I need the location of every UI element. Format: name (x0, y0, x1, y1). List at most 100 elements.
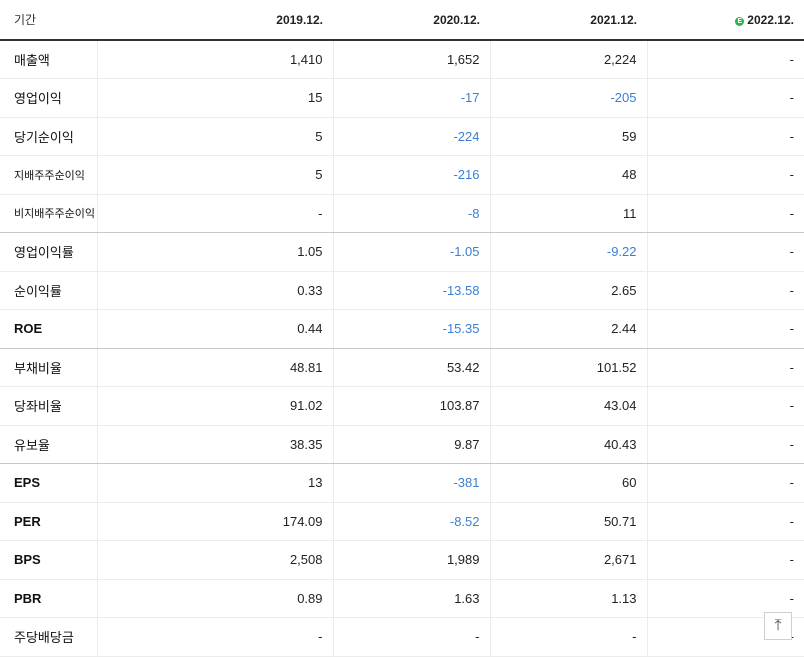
table-row: 순이익률 0.33 -13.58 2.65- (0, 271, 804, 310)
table-cell: 0.44 (96, 309, 333, 349)
table-cell: - (646, 40, 804, 79)
table-cell: 103.87 (332, 386, 490, 426)
table-cell: 15 (96, 78, 333, 118)
table-cell: 2,671 (489, 540, 647, 580)
estimate-badge-icon: E (735, 16, 745, 26)
header-row: 기간 2019.12. 2020.12. 2021.12. E 2022.12. (0, 0, 804, 41)
year-header: 2021.12. (490, 0, 647, 41)
table-cell: 5 (96, 155, 333, 195)
table-cell: 11 (489, 194, 647, 233)
table-cell: - (646, 155, 804, 195)
row-label: BPS (0, 540, 97, 580)
table-cell: -381 (332, 463, 490, 503)
table-cell: 2.44 (489, 309, 647, 349)
table-cell: - (646, 463, 804, 503)
table-cell: -13.58 (332, 271, 490, 310)
row-label: 순이익률 (0, 271, 97, 310)
table-cell: -224 (332, 117, 490, 156)
table-cell: - (646, 425, 804, 464)
table-cell: -15.35 (332, 309, 490, 349)
table-cell: -8.52 (332, 502, 490, 541)
table-cell: 2,508 (96, 540, 333, 580)
table-row: 영업이익률 1.05 -1.05 -9.22- (0, 232, 804, 272)
table-cell: -9.22 (489, 232, 647, 272)
table-cell: - (646, 271, 804, 310)
table-cell: -205 (489, 78, 647, 118)
table-row: ROE 0.44 -15.35 2.44- (0, 309, 804, 349)
table-row: 유보율 38.35 9.87 40.43- (0, 425, 804, 464)
table-cell: 50.71 (489, 502, 647, 541)
table-cell: 60 (489, 463, 647, 503)
table-row: 주당배당금---- (0, 617, 804, 657)
table-cell: - (646, 540, 804, 580)
row-label: PER (0, 502, 97, 541)
table-cell: 59 (489, 117, 647, 156)
table-row: 당기순이익 5 -224 59- (0, 117, 804, 156)
table-cell: - (96, 194, 333, 233)
table-cell: - (646, 579, 804, 618)
table-cell: -216 (332, 155, 490, 195)
row-label: 부채비율 (0, 348, 97, 387)
row-label: 당기순이익 (0, 117, 97, 156)
table-cell: 1.05 (96, 232, 333, 272)
table-cell: -1.05 (332, 232, 490, 272)
table-row: EPS 13 -381 60- (0, 463, 804, 503)
table-cell: - (646, 117, 804, 156)
table-cell: - (332, 617, 490, 657)
table-cell: - (489, 617, 647, 657)
table-cell: - (646, 78, 804, 118)
row-label: EPS (0, 463, 97, 503)
row-label: 영업이익 (0, 78, 97, 118)
table-cell: 48.81 (96, 348, 333, 387)
table-cell: - (96, 617, 333, 657)
table-cell: 0.89 (96, 579, 333, 618)
row-label: 지배주주순이익 (0, 155, 97, 195)
table-row: 당좌비율 91.02 103.87 43.04- (0, 386, 804, 426)
table-cell: 9.87 (332, 425, 490, 464)
year-header: 2019.12. (97, 0, 333, 41)
table-row: 매출액 1,410 1,652 2,224- (0, 40, 804, 79)
table-cell: 1,652 (332, 40, 490, 79)
row-label: 영업이익률 (0, 232, 97, 272)
table-row: 영업이익 15 -17 -205- (0, 78, 804, 118)
table-cell: - (646, 386, 804, 426)
year-header: 2020.12. (333, 0, 490, 41)
row-label: 매출액 (0, 40, 97, 79)
table-cell: 2.65 (489, 271, 647, 310)
table-cell: 48 (489, 155, 647, 195)
table-cell: 101.52 (489, 348, 647, 387)
table-cell: - (646, 309, 804, 349)
table-row: BPS 2,508 1,989 2,671- (0, 540, 804, 580)
table-cell: 38.35 (96, 425, 333, 464)
table-cell: 174.09 (96, 502, 333, 541)
table-cell: - (646, 232, 804, 272)
table-cell: -17 (332, 78, 490, 118)
table-row: PER 174.09 -8.52 50.71- (0, 502, 804, 541)
table-row: 비지배주주순이익 - -8 11- (0, 194, 804, 233)
table-row: 부채비율 48.81 53.42 101.52- (0, 348, 804, 387)
table-cell: -8 (332, 194, 490, 233)
table-cell: - (646, 348, 804, 387)
table-cell: 0.33 (96, 271, 333, 310)
table-cell: 91.02 (96, 386, 333, 426)
year-header-label: 2022.12. (747, 12, 794, 27)
row-label: 유보율 (0, 425, 97, 464)
table-cell: 13 (96, 463, 333, 503)
row-label: 주당배당금 (0, 617, 97, 657)
table-cell: 2,224 (489, 40, 647, 79)
row-label: 비지배주주순이익 (0, 194, 97, 233)
arrow-up-to-line-icon: ⤒ (774, 617, 782, 634)
row-label: ROE (0, 309, 97, 349)
table-cell: - (646, 194, 804, 233)
table-cell: 1,410 (96, 40, 333, 79)
table-row: 지배주주순이익 5 -216 48- (0, 155, 804, 195)
scroll-top-button[interactable]: ⤒ (764, 612, 792, 640)
table-cell: 53.42 (332, 348, 490, 387)
table-cell: 40.43 (489, 425, 647, 464)
table-row: PBR 0.89 1.63 1.13- (0, 579, 804, 618)
table-cell: 1.63 (332, 579, 490, 618)
year-header-estimate: E 2022.12. (647, 0, 804, 41)
period-header: 기간 (0, 0, 97, 41)
table-cell: 1,989 (332, 540, 490, 580)
